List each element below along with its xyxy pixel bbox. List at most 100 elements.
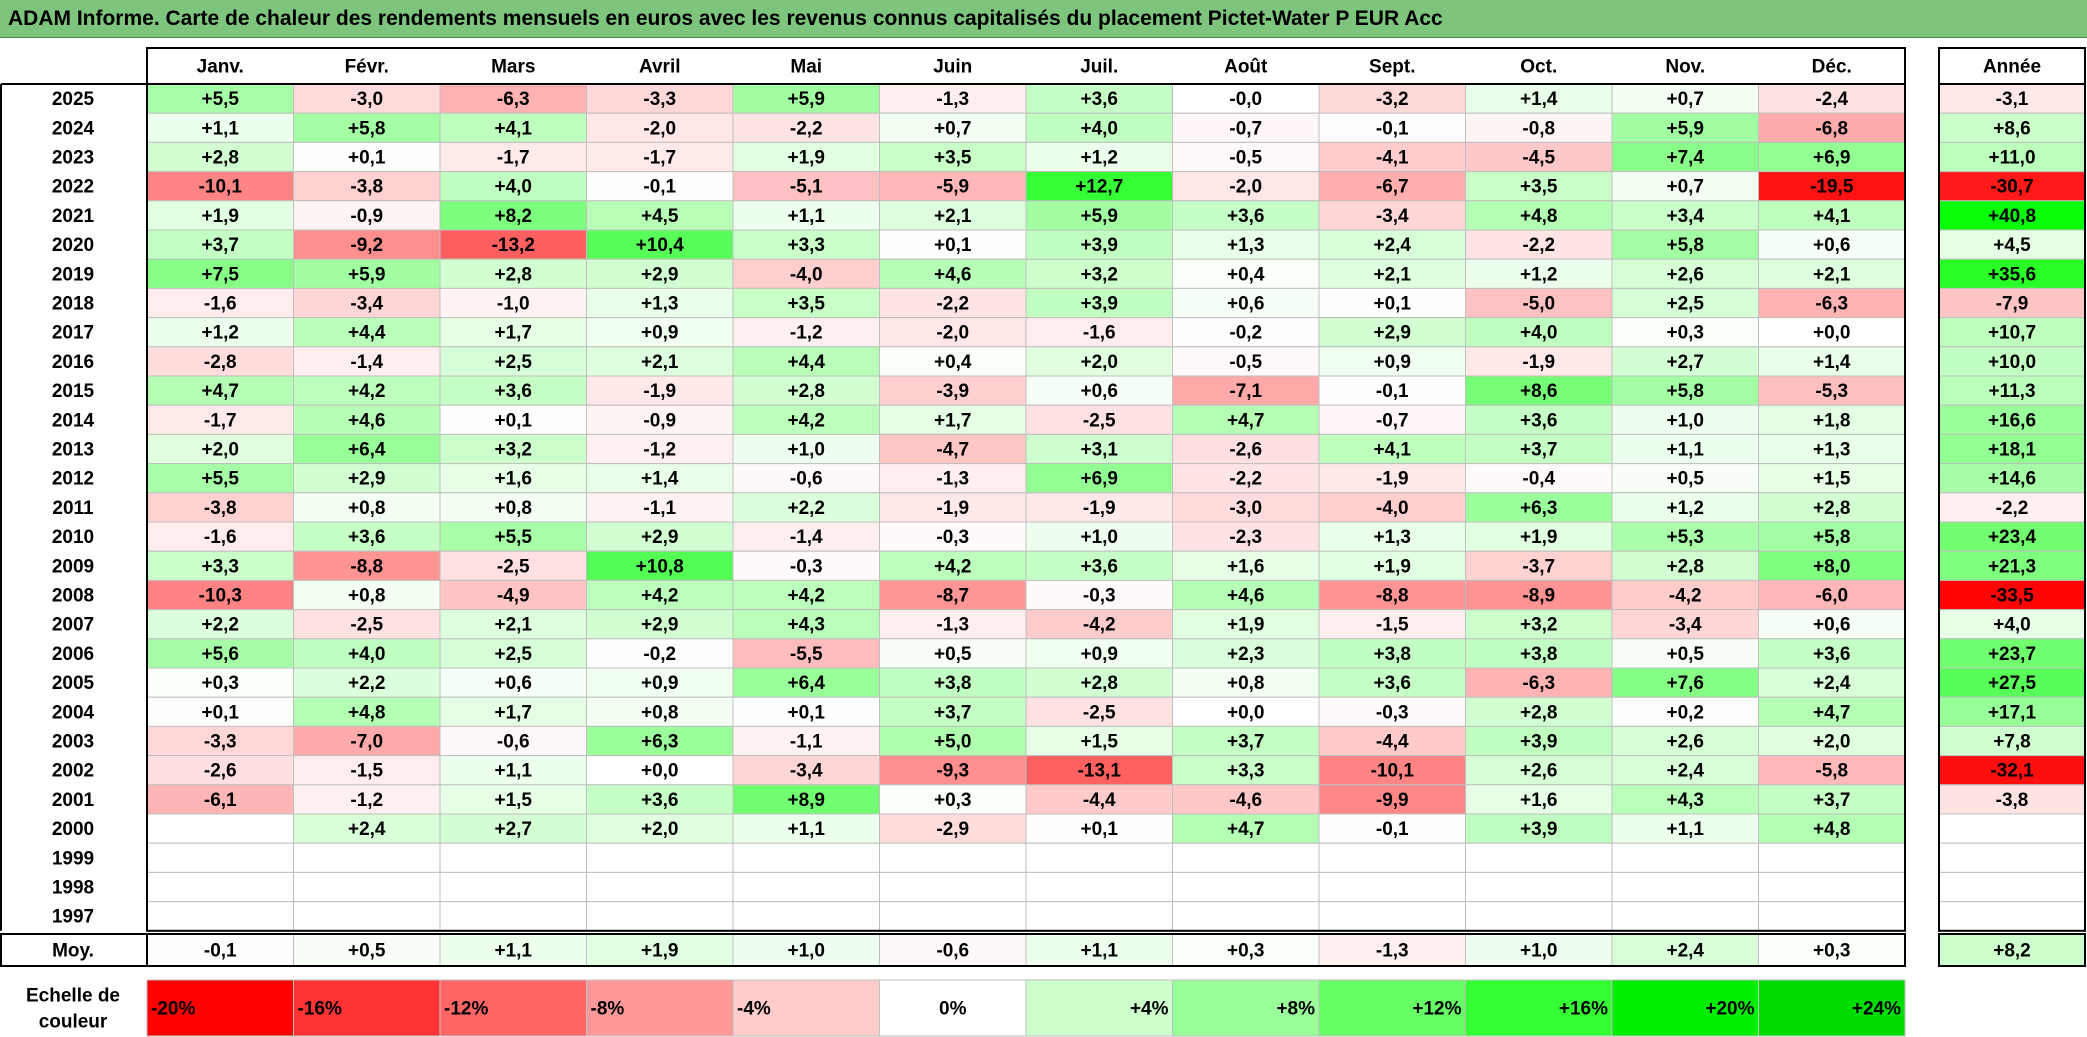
cell-value: +4,0	[1080, 118, 1118, 139]
cell-value: -10,1	[199, 177, 243, 198]
cell-value: +1,9	[1373, 556, 1411, 577]
cell-value: -5,8	[1815, 761, 1848, 782]
heat-cell	[293, 842, 441, 873]
scale-swatch	[293, 979, 441, 1037]
cell-value: +1,2	[1520, 264, 1558, 285]
heat-cell	[439, 433, 587, 465]
heat-cell	[1025, 433, 1173, 465]
cell-value: +4,7	[1813, 702, 1851, 723]
annual-cell	[1938, 433, 2086, 465]
cell-value: +3,8	[1373, 644, 1411, 665]
annual-cell	[1938, 521, 2086, 552]
cell-value: -2,4	[1815, 89, 1848, 110]
heat-cell	[1465, 404, 1613, 435]
heat-cell	[1611, 141, 1759, 173]
cell-value: +1,4	[1520, 89, 1558, 110]
cell-value: -0,1	[1376, 381, 1409, 402]
annual-cell	[1938, 813, 2086, 844]
cell-value: +2,9	[348, 469, 386, 490]
heat-cell	[1465, 229, 1613, 260]
cell-value: +1,0	[787, 440, 825, 461]
year-label: 2018	[52, 294, 94, 315]
cell-value: +3,9	[1520, 732, 1558, 753]
month-header: Sept.	[1369, 57, 1415, 78]
cell-value: +4,0	[348, 644, 386, 665]
cell-value: +0,2	[1666, 702, 1704, 723]
heat-cell	[879, 404, 1027, 435]
cell-value: -1,3	[936, 469, 969, 490]
year-label: 2012	[52, 469, 94, 490]
year-label: 2009	[52, 556, 94, 577]
cell-value: -0,5	[1229, 352, 1262, 373]
heat-cell	[879, 842, 1027, 873]
heat-cell	[1758, 112, 1906, 143]
cell-value: +1,3	[641, 294, 679, 315]
heat-cell	[879, 638, 1027, 669]
average-value: +0,3	[1813, 941, 1851, 962]
heat-cell	[1318, 463, 1466, 494]
cell-value: +0,8	[348, 498, 386, 519]
annual-value: +10,7	[1988, 323, 2036, 344]
heat-cell	[1025, 463, 1173, 494]
cell-value: +4,2	[348, 381, 386, 402]
annual-value: +10,0	[1988, 352, 2036, 373]
heat-cell	[1318, 171, 1466, 202]
heat-cell	[1611, 755, 1759, 786]
annual-header: Année	[1983, 57, 2041, 78]
heat-cell	[439, 375, 587, 406]
average-value: +1,0	[1520, 941, 1558, 962]
heat-cell	[1465, 258, 1613, 289]
cell-value: -2,5	[1083, 702, 1116, 723]
heat-cell	[1172, 317, 1320, 348]
cell-value: +4,0	[1520, 323, 1558, 344]
heat-cell	[439, 287, 587, 319]
cell-value: +10,4	[636, 235, 685, 256]
annual-value: +27,5	[1988, 673, 2037, 694]
year-label: 1998	[52, 878, 94, 899]
annual-cell	[1938, 871, 2086, 903]
annual-cell	[1938, 317, 2086, 348]
annual-cell	[1938, 346, 2086, 377]
cell-value: -0,7	[1376, 410, 1409, 431]
chart-title: ADAM Informe. Carte de chaleur des rende…	[8, 7, 1443, 30]
heat-cell	[732, 871, 880, 903]
cell-value: -1,2	[790, 323, 823, 344]
cell-value: +3,6	[1373, 673, 1411, 694]
heat-cell	[1025, 141, 1173, 173]
heat-cell	[1611, 229, 1759, 260]
cell-value: +0,7	[1666, 89, 1704, 110]
annual-cell	[1938, 901, 2086, 932]
heat-cell	[1758, 200, 1906, 231]
cell-value: +2,0	[1813, 732, 1851, 753]
title-bar: ADAM Informe. Carte de chaleur des rende…	[0, 0, 2087, 38]
cell-value: +5,9	[1080, 206, 1118, 227]
cell-value: -4,5	[1522, 148, 1555, 169]
heat-cell	[1318, 317, 1466, 348]
cell-value: +7,6	[1666, 673, 1704, 694]
heat-cell	[293, 813, 441, 844]
cell-value: +1,5	[1080, 732, 1118, 753]
scale-label-line1: Echelle de	[26, 986, 120, 1007]
heat-cell	[879, 871, 1027, 903]
cell-value: -1,6	[1083, 323, 1116, 344]
year-label: 2015	[52, 381, 95, 402]
heat-cell	[1465, 463, 1613, 494]
cell-value: +2,9	[1373, 323, 1411, 344]
cell-value: -1,5	[350, 761, 383, 782]
cell-value: +0,6	[494, 673, 532, 694]
heat-cell	[439, 258, 587, 289]
heat-cell	[1611, 433, 1759, 465]
heat-cell	[1758, 638, 1906, 669]
cell-value: +2,4	[1373, 235, 1411, 256]
cell-value: -2,5	[350, 615, 383, 636]
cell-value: -2,0	[643, 118, 676, 139]
heat-cell	[732, 171, 880, 202]
average-cell	[1758, 933, 1906, 967]
cell-value: +1,6	[1520, 790, 1558, 811]
cell-value: -2,0	[936, 323, 969, 344]
heat-cell	[1025, 579, 1173, 611]
cell-value: -7,1	[1229, 381, 1262, 402]
heat-cell	[879, 696, 1027, 727]
cell-value: +3,3	[787, 235, 825, 256]
cell-value: +2,2	[348, 673, 386, 694]
